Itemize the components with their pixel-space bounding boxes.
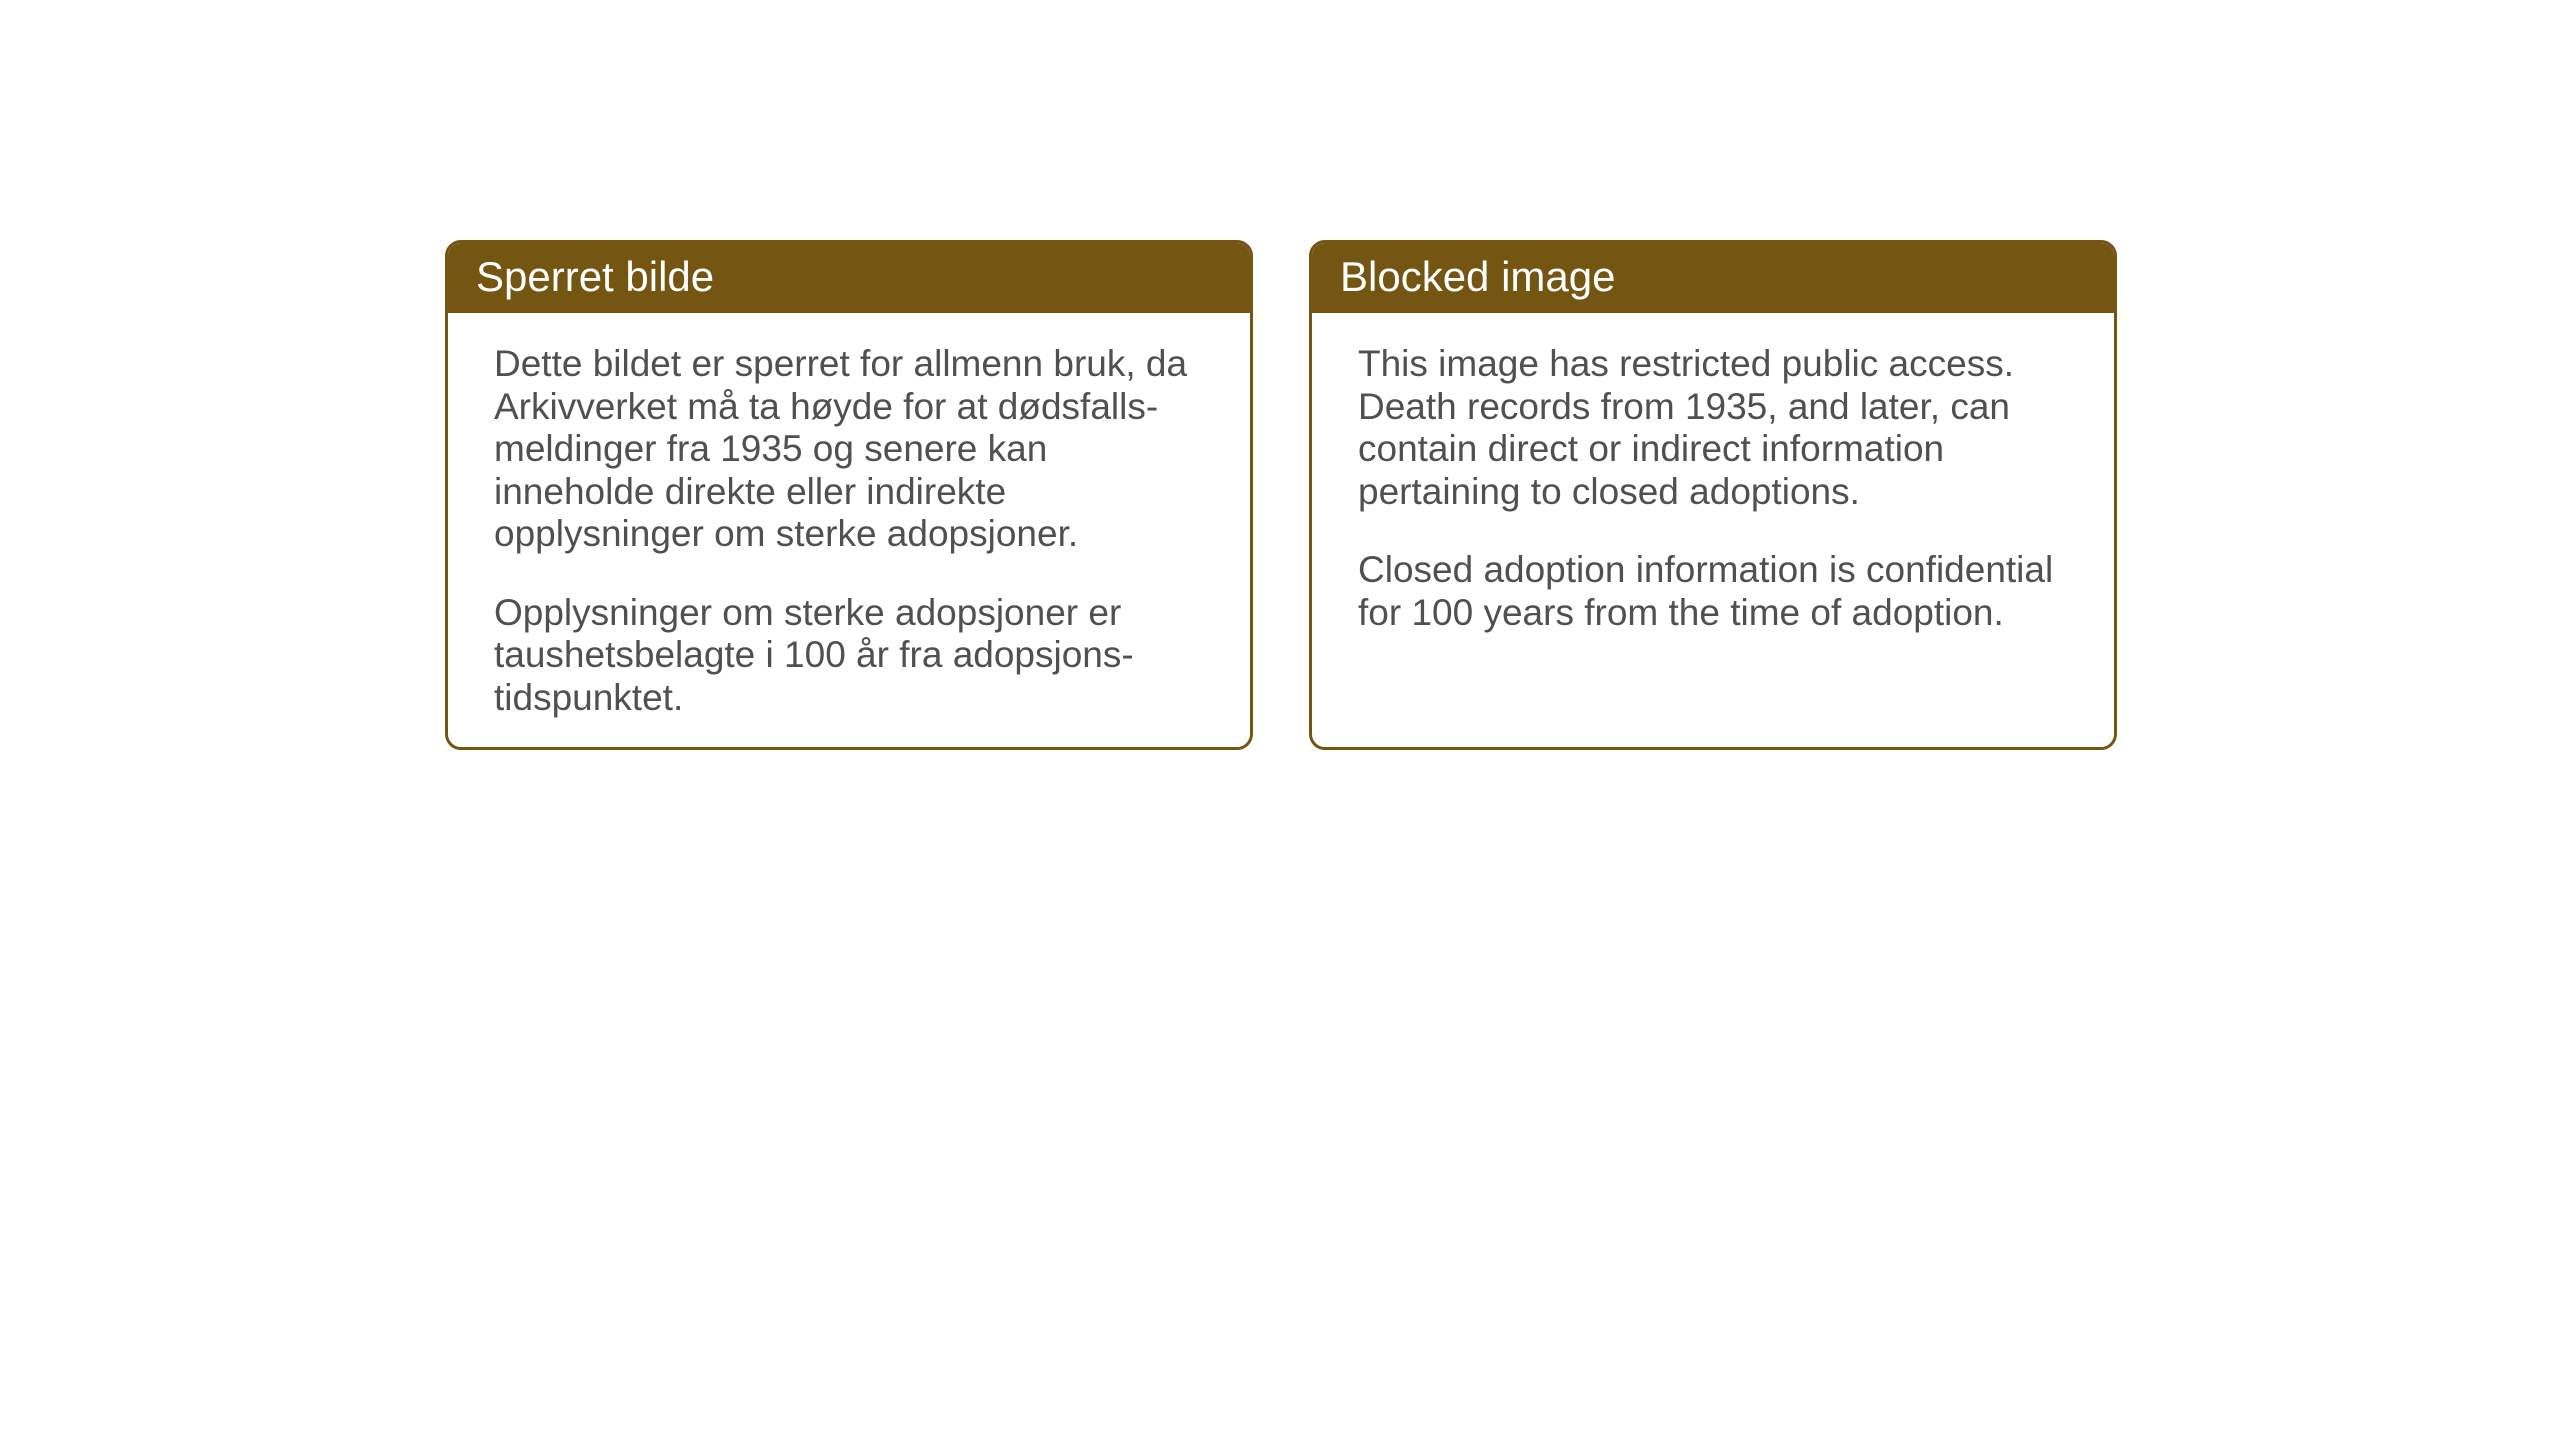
norwegian-paragraph-2: Opplysninger om sterke adopsjoner er tau…: [494, 592, 1204, 720]
norwegian-card-body: Dette bildet er sperret for allmenn bruk…: [448, 313, 1250, 750]
norwegian-card-title: Sperret bilde: [448, 243, 1250, 313]
english-paragraph-2: Closed adoption information is confident…: [1358, 549, 2068, 634]
cards-container: Sperret bilde Dette bildet er sperret fo…: [0, 0, 2560, 750]
english-card: Blocked image This image has restricted …: [1309, 240, 2117, 750]
english-card-title: Blocked image: [1312, 243, 2114, 313]
english-paragraph-1: This image has restricted public access.…: [1358, 343, 2068, 513]
norwegian-card: Sperret bilde Dette bildet er sperret fo…: [445, 240, 1253, 750]
english-card-body: This image has restricted public access.…: [1312, 313, 2114, 674]
norwegian-paragraph-1: Dette bildet er sperret for allmenn bruk…: [494, 343, 1204, 556]
